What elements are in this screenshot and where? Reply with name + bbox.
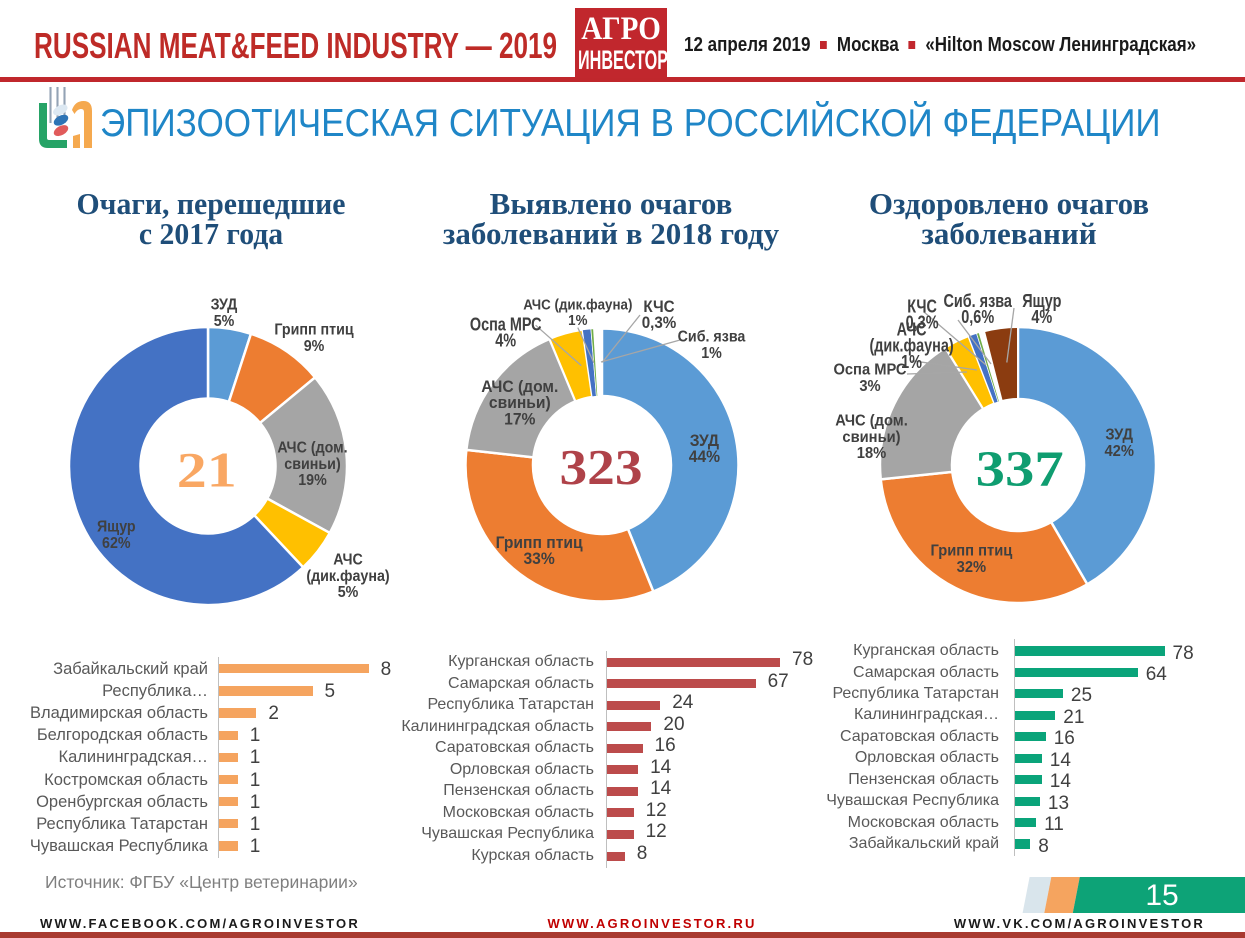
svg-text:5%: 5% [338,584,359,601]
svg-text:4%: 4% [495,330,516,351]
svg-text:свиньи): свиньи) [842,429,900,446]
svg-text:5%: 5% [214,313,235,330]
svg-text:3%: 3% [859,378,880,395]
svg-text:323: 323 [560,438,643,494]
svg-text:ЗУД: ЗУД [211,297,238,314]
svg-text:Оспа МРС: Оспа МРС [833,362,907,379]
svg-text:(дик.фауна): (дик.фауна) [306,568,389,585]
svg-text:Сиб. язва: Сиб. язва [943,290,1012,311]
svg-text:337: 337 [976,442,1064,498]
svg-text:4%: 4% [1031,306,1052,327]
svg-text:Ящур: Ящур [1022,290,1061,311]
svg-text:1%: 1% [568,313,587,329]
svg-text:(дик.фауна): (дик.фауна) [869,335,953,356]
svg-text:АЧС (дом.: АЧС (дом. [277,440,347,457]
svg-text:Оспа МРС: Оспа МРС [470,313,542,334]
svg-text:Грипп птиц: Грипп птиц [496,533,583,552]
svg-text:КЧС: КЧС [907,295,937,316]
svg-text:17%: 17% [504,409,535,428]
svg-text:1%: 1% [701,345,722,362]
svg-text:42%: 42% [1104,443,1134,460]
svg-text:32%: 32% [957,559,987,576]
svg-text:1%: 1% [901,351,922,372]
svg-text:свиньи): свиньи) [284,456,340,473]
svg-text:ЗУД: ЗУД [1105,427,1133,444]
svg-text:62%: 62% [102,535,131,552]
svg-text:19%: 19% [298,472,327,489]
svg-text:33%: 33% [523,549,554,568]
svg-text:44%: 44% [689,447,720,466]
svg-text:Ящур: Ящур [97,519,136,536]
svg-text:Грипп птиц: Грипп птиц [930,543,1012,560]
svg-text:0,3%: 0,3% [906,312,939,333]
svg-text:АЧС (дом.: АЧС (дом. [835,413,908,430]
svg-text:свиньи): свиньи) [489,393,551,412]
svg-text:АЧС (дом.: АЧС (дом. [481,377,558,396]
svg-text:0,3%: 0,3% [642,314,677,332]
svg-text:18%: 18% [857,445,887,462]
svg-text:АЧС: АЧС [897,318,927,339]
svg-text:21: 21 [177,441,237,497]
svg-text:АЧС (дик.фауна): АЧС (дик.фауна) [523,297,632,313]
svg-text:КЧС: КЧС [643,298,674,316]
svg-text:ЗУД: ЗУД [690,431,719,450]
svg-text:Грипп птиц: Грипп птиц [274,322,354,339]
svg-text:АЧС: АЧС [333,552,363,569]
svg-text:0,6%: 0,6% [961,306,994,327]
svg-text:Сиб. язва: Сиб. язва [678,329,746,346]
svg-text:9%: 9% [304,338,325,355]
